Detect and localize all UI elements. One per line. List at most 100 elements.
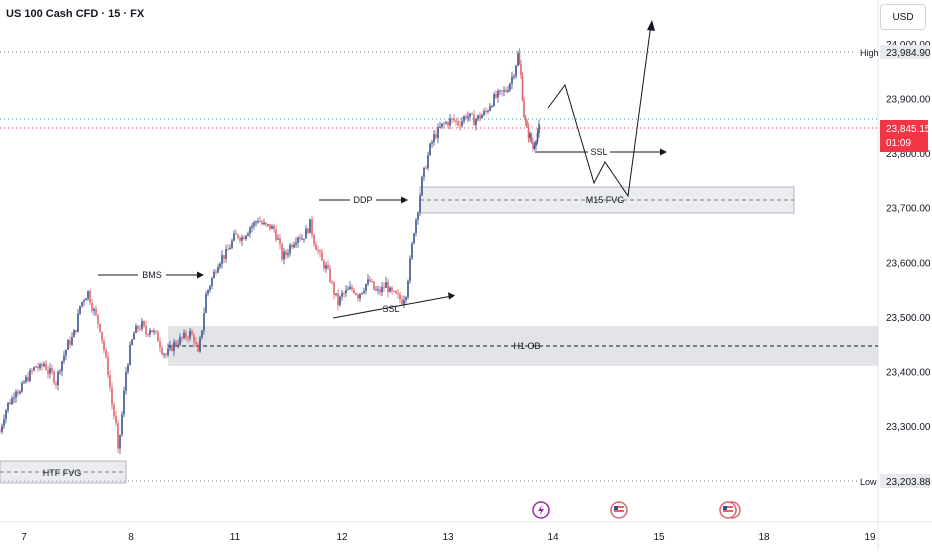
candle-body — [293, 244, 295, 248]
candle-body — [193, 334, 195, 343]
candle-body — [341, 293, 343, 297]
candle-body — [67, 340, 69, 350]
candle-body — [345, 289, 347, 294]
candle-body — [313, 234, 315, 245]
candle-body — [225, 249, 227, 259]
candle-body — [409, 258, 411, 282]
candle-body — [173, 341, 175, 351]
candle-body — [455, 120, 457, 122]
candle-body — [401, 299, 403, 305]
candle-body — [43, 363, 45, 367]
x-tick-label: 14 — [547, 532, 559, 543]
x-tick-label: 15 — [653, 532, 665, 543]
candle-body — [115, 415, 117, 424]
candle-body — [439, 126, 441, 128]
candle-body — [167, 348, 169, 356]
candle-body — [365, 284, 367, 291]
candle-body — [247, 233, 249, 236]
candle-body — [1, 425, 3, 432]
candles-group — [0, 48, 540, 454]
candle-body — [223, 255, 225, 259]
candle-body — [155, 330, 157, 333]
current-price-tag — [880, 120, 928, 152]
candle-body — [151, 330, 153, 333]
candle-body — [31, 370, 33, 372]
low-tag: Low — [860, 477, 877, 487]
candle-body — [295, 242, 297, 245]
candle-body — [69, 340, 71, 345]
candle-body — [269, 224, 271, 229]
low-tag-bg — [858, 474, 878, 488]
candle-body — [397, 293, 399, 295]
candle-body — [119, 434, 121, 449]
candle-body — [327, 265, 329, 269]
candle-body — [499, 90, 501, 92]
candle-body — [501, 90, 503, 92]
candle-body — [419, 195, 421, 213]
candle-body — [183, 332, 185, 338]
high-tag: High — [860, 48, 879, 58]
candle-body — [399, 294, 401, 300]
candle-body — [520, 64, 522, 76]
candle-body — [371, 281, 373, 283]
us-flag-event-icon-double[interactable] — [719, 501, 741, 519]
candle-body — [71, 337, 73, 345]
candle-body — [175, 341, 177, 345]
candle-body — [337, 293, 339, 306]
candle-body — [99, 323, 101, 332]
candle-body — [111, 387, 113, 405]
candle-body — [107, 356, 109, 376]
candle-body — [149, 330, 151, 335]
y-tick-label: 23,700.00 — [886, 204, 931, 215]
bms-label: BMS — [142, 270, 162, 280]
candle-body — [95, 309, 97, 315]
candle-body — [221, 255, 223, 264]
candle-body — [253, 222, 255, 226]
candle-body — [323, 260, 325, 269]
ddp-label-bg — [350, 194, 376, 206]
candle-body — [467, 116, 469, 119]
candle-body — [91, 302, 93, 311]
candle-body — [103, 340, 105, 351]
candle-body — [39, 364, 41, 369]
bms-arrowhead — [197, 271, 204, 279]
x-axis: 7 8 11 12 13 14 15 18 19 — [21, 532, 876, 543]
candle-body — [283, 251, 285, 260]
candle-body — [477, 115, 479, 120]
currency-selector[interactable]: USD — [880, 4, 926, 30]
candle-body — [536, 132, 539, 142]
ssl-lower-label: SSL — [382, 304, 399, 314]
candle-body — [73, 329, 75, 338]
candle-body — [271, 225, 273, 229]
candle-body — [261, 221, 263, 225]
y-tick-label: 23,900.00 — [886, 95, 931, 106]
x-tick-label: 13 — [442, 532, 454, 543]
candle-body — [237, 234, 239, 238]
candle-body — [331, 281, 333, 283]
candle-body — [5, 410, 7, 420]
candle-body — [343, 293, 345, 295]
candle-body — [309, 219, 311, 233]
candle-body — [515, 65, 517, 77]
candle-body — [493, 94, 495, 106]
candle-body — [449, 118, 451, 126]
lightning-event-icon[interactable] — [532, 501, 550, 519]
candle-body — [435, 134, 437, 138]
candle-body — [363, 290, 365, 293]
candle-body — [451, 118, 453, 120]
candle-body — [27, 376, 29, 382]
candle-body — [385, 282, 387, 288]
candle-body — [169, 345, 171, 349]
candle-body — [465, 116, 467, 119]
candle-body — [201, 330, 203, 338]
us-flag-event-icon[interactable] — [610, 501, 628, 519]
candle-body — [35, 366, 37, 368]
candle-body — [9, 402, 11, 405]
ddp-label: DDP — [353, 195, 372, 205]
x-tick-label: 11 — [230, 532, 241, 543]
candle-body — [65, 349, 67, 356]
candle-body — [137, 325, 139, 329]
candle-body — [241, 237, 243, 241]
